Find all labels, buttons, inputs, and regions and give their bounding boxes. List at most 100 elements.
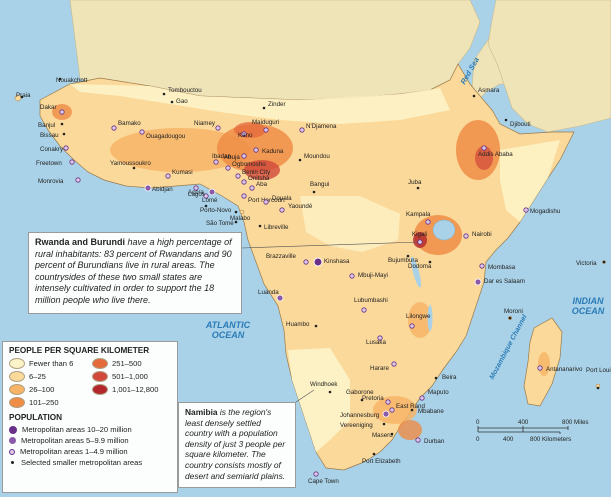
city-dot-victoria: [602, 260, 606, 264]
legend-swatch: [9, 371, 25, 382]
city-dot-kigali: [417, 239, 423, 245]
city-dot-moundou: [298, 158, 302, 162]
city-layer: Nouakchott Praia Dakar Banjul Bissau Conakry F…: [16, 77, 611, 485]
city-label-porto-novo: Porto-Novo: [200, 207, 232, 214]
horn-sparse-zone: [500, 140, 560, 222]
city-dot-bangui: [312, 190, 316, 194]
city-label-mombasa: Mombasa: [488, 264, 516, 271]
ethiopia-core: [475, 146, 493, 170]
scale-mile-800: 800 Miles: [562, 419, 588, 426]
natal-dense: [398, 420, 422, 440]
city-label-moundou: Moundou: [304, 153, 330, 160]
legend-swatch: [92, 384, 108, 395]
nigeria-core: [244, 160, 280, 180]
city-label-ibadan: Ibadan: [212, 153, 231, 160]
city-dot-lagos: [208, 188, 216, 196]
city-dot-vereeniging: [382, 422, 386, 426]
city-label-durban: Durban: [424, 438, 445, 445]
legend-swatch: [9, 384, 25, 395]
city-label-gao: Gao: [176, 98, 188, 105]
legend-density-label: 101–250: [29, 398, 59, 407]
legend-density-label: 1,001–12,800: [112, 385, 159, 394]
city-label-lom-: Lomé: [202, 197, 218, 204]
city-label-nairobi: Nairobi: [472, 231, 492, 238]
highveld-dense: [373, 396, 417, 424]
city-label-gaborone: Gaborone: [346, 389, 374, 396]
city-label-freetown: Freetown: [36, 160, 62, 167]
atlantic-ocean-label: ATLANTIC OCEAN: [205, 320, 251, 340]
city-dot-porto-novo: [204, 204, 208, 208]
legend-density-item: 1,001–12,800: [92, 384, 171, 395]
city-dot-lom-: [203, 193, 209, 199]
city-dot-lubumbashi: [361, 307, 367, 313]
city-label-zinder: Zinder: [268, 101, 286, 108]
city-dot-conakry: [63, 145, 69, 151]
city-dot-niamey: [215, 125, 221, 131]
city-label-asmara: Asmara: [478, 87, 500, 94]
city-dot-ouagadougou: [139, 129, 145, 135]
city-label-port-elizabeth: Port Elizabeth: [362, 458, 401, 465]
city-dot-freetown: [69, 159, 75, 165]
legend-population-label: Metropolitan areas 10–20 million: [22, 425, 132, 434]
city-label-dakar: Dakar: [40, 104, 57, 111]
legend-population-list: Metropolitan areas 10–20 million Metropol…: [9, 424, 171, 468]
city-dot-port-elizabeth: [372, 452, 376, 456]
city-label-juba: Juba: [408, 179, 422, 186]
rwanda-leader-line: [241, 241, 421, 249]
city-label-lusaka: Lusaka: [366, 339, 387, 346]
city-label-kumasi: Kumasi: [172, 169, 193, 176]
city-label-brazzaville: Brazzaville: [266, 253, 296, 260]
city-dot-johannesburg: [382, 410, 390, 418]
city-dot-malabo: [234, 210, 238, 214]
city-label-ogbomosho: Ogbomosho: [232, 161, 266, 168]
city-dot-dar-es-salaam: [474, 278, 482, 286]
city-label-lilongwe: Lilongwe: [406, 313, 431, 320]
city-label-tombouctou: Tombouctou: [168, 87, 202, 94]
city-label-abidjan: Abidjan: [152, 186, 173, 193]
city-dot-beira: [434, 376, 438, 380]
city-label-banjul: Banjul: [38, 122, 55, 129]
city-dot-zinder: [262, 106, 266, 110]
city-dot-durban: [415, 437, 421, 443]
namibia-callout: Namibia is the region's least densely se…: [178, 402, 296, 488]
legend-population-symbol: [9, 448, 15, 455]
city-label-east-rand: East Rand: [396, 403, 425, 410]
city-label-yaound-: Yaoundé: [288, 203, 313, 210]
city-dot-mbabane: [410, 408, 414, 412]
city-dot-asmara: [472, 94, 476, 98]
legend-swatch: [9, 358, 25, 369]
city-dot-port-louis: [596, 386, 600, 390]
map-legend: PEOPLE PER SQUARE KILOMETER Fewer than 6…: [2, 341, 178, 493]
city-label-antananarivo: Antananarivo: [546, 366, 583, 373]
legend-density-item: Fewer than 6: [9, 358, 88, 369]
city-dot-mombasa: [479, 263, 485, 269]
city-dot-n-djamena: [299, 127, 305, 133]
city-label-moroni: Moroni: [504, 308, 523, 315]
legend-population-symbol: [9, 425, 17, 434]
city-dot-port-harcourt: [241, 193, 247, 199]
city-label-ouagadougou: Ouagadougou: [146, 133, 186, 140]
city-label-pretoria: Pretoria: [362, 395, 384, 402]
city-label-abuja: Abuja: [224, 154, 240, 161]
city-dot-addis-ababa: [481, 145, 487, 151]
city-label-niamey: Niamey: [194, 120, 216, 127]
city-label-benin-city: Benin City: [242, 169, 271, 176]
namibia-sparse-zone: [288, 348, 350, 452]
city-dot-aba: [249, 185, 255, 191]
city-label-libreville: Libreville: [264, 224, 289, 231]
city-dot-tombouctou: [162, 92, 166, 96]
indian-ocean-label: INDIAN OCEAN: [572, 296, 605, 316]
city-label-onitsha: Onitsha: [248, 175, 270, 182]
city-dot-nouakchott: [58, 77, 62, 81]
legend-population-label: Metropolitan areas 5–9.9 million: [21, 436, 129, 445]
city-dot-ogbomosho: [225, 165, 231, 171]
city-label-conakry: Conakry: [40, 146, 64, 153]
arabia-land: [487, 0, 611, 133]
city-label-accra: Accra: [188, 189, 204, 196]
legend-density-label: Fewer than 6: [29, 359, 74, 368]
lake-tanganyika: [410, 256, 422, 288]
legend-density-label: 501–1,000: [112, 372, 148, 381]
city-dot-harare: [391, 361, 397, 367]
malawi-dense: [408, 302, 432, 338]
